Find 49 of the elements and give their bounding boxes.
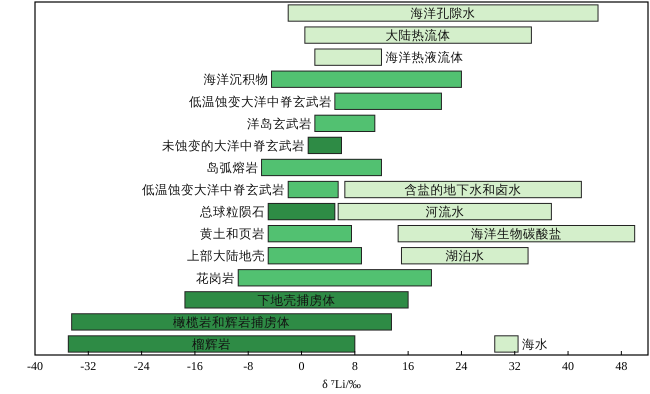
bar <box>314 114 376 132</box>
x-tick-label: 40 <box>562 359 574 373</box>
y-tick-label: 洋岛玄武岩 <box>246 116 312 131</box>
bar <box>271 70 462 88</box>
y-tick-label: 大陆热流体 <box>386 28 451 43</box>
y-tick-label: 未蚀变的大洋中脊玄武岩 <box>162 138 306 153</box>
bar <box>268 224 352 242</box>
bar <box>238 269 432 286</box>
bar <box>308 136 342 154</box>
y-tick-label: 橄榄岩和辉岩捕虏体 <box>173 315 290 330</box>
data-label: 河流水 <box>425 204 464 220</box>
x-tick-label: 24 <box>455 359 468 373</box>
x-tick-label: 8 <box>352 359 358 373</box>
y-tick-label: 上部大陆地壳 <box>187 249 266 264</box>
bar <box>494 335 519 353</box>
x-tick-label: 48 <box>615 359 628 373</box>
x-tick-label: -32 <box>80 359 96 373</box>
bar <box>268 247 362 264</box>
y-tick-label: 低温蚀变大洋中脊玄武岩 <box>188 94 332 109</box>
y-tick-label: 低温蚀变大洋中脊玄武岩 <box>142 182 286 198</box>
x-tick-label: -16 <box>186 359 203 373</box>
data-label: 海水 <box>522 337 548 352</box>
y-tick-label: 总球粒陨石 <box>199 205 266 220</box>
bar <box>288 180 339 198</box>
x-tick-label: 16 <box>402 359 414 373</box>
y-tick-label: 花岗岩 <box>196 271 236 286</box>
bar <box>400 247 529 264</box>
y-tick-label: 黄土和页岩 <box>200 227 266 242</box>
x-tick-label: -24 <box>134 359 150 373</box>
data-label: 海洋生物碳酸盐 <box>470 227 562 242</box>
bar <box>68 335 356 353</box>
bar <box>268 202 336 220</box>
bar <box>261 158 382 176</box>
x-axis-title: δ ⁷Li/‰ <box>322 377 361 391</box>
data-label: 含盐的地下水和卤水 <box>404 183 522 198</box>
bar <box>338 202 552 220</box>
bar <box>184 291 409 309</box>
x-tick-label: -8 <box>243 359 254 373</box>
x-tick-label: -40 <box>27 359 43 373</box>
x-tick-label: 32 <box>508 359 521 373</box>
y-tick-label: 榴辉岩 <box>192 337 232 352</box>
data-label: 湖泊水 <box>445 249 484 264</box>
y-tick-label: 海洋孔隙水 <box>410 6 476 21</box>
bar <box>334 92 442 110</box>
x-tick-label: 0 <box>298 359 305 373</box>
y-tick-label: 岛弧熔岩 <box>206 160 259 175</box>
y-tick-label: 下地壳捕虏体 <box>258 293 336 308</box>
y-tick-label: 海洋热液流体 <box>385 50 464 65</box>
y-tick-label: 海洋沉积物 <box>204 72 269 87</box>
